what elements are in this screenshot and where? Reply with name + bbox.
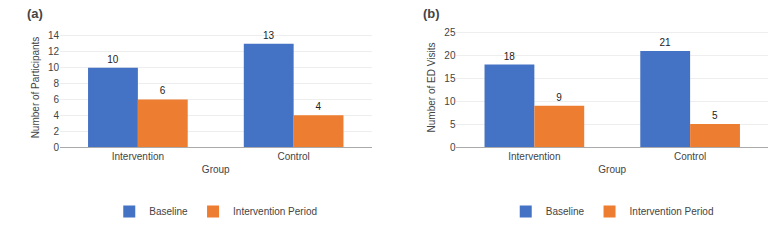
svg-text:21: 21 — [659, 37, 671, 48]
svg-text:15: 15 — [444, 73, 456, 84]
svg-text:4: 4 — [316, 101, 322, 112]
svg-text:(a): (a) — [27, 6, 43, 21]
svg-text:5: 5 — [450, 119, 456, 130]
svg-text:10: 10 — [444, 96, 456, 107]
svg-text:8: 8 — [53, 78, 59, 89]
svg-text:Baseline: Baseline — [149, 206, 188, 217]
svg-text:6: 6 — [53, 94, 59, 105]
svg-text:13: 13 — [263, 30, 275, 41]
svg-text:18: 18 — [504, 51, 516, 62]
svg-text:Control: Control — [674, 151, 706, 162]
svg-text:10: 10 — [107, 54, 119, 65]
svg-text:20: 20 — [444, 50, 456, 61]
svg-text:Intervention: Intervention — [508, 151, 560, 162]
svg-text:25: 25 — [444, 27, 456, 38]
svg-text:Group: Group — [598, 164, 626, 175]
svg-text:9: 9 — [556, 92, 562, 103]
svg-text:Baseline: Baseline — [546, 206, 585, 217]
svg-text:Control: Control — [278, 151, 310, 162]
svg-text:0: 0 — [450, 142, 456, 153]
svg-text:14: 14 — [48, 30, 60, 41]
svg-text:Intervention Period: Intervention Period — [630, 206, 714, 217]
svg-text:Intervention Period: Intervention Period — [233, 206, 317, 217]
svg-text:12: 12 — [48, 46, 60, 57]
svg-text:Number of ED Visits: Number of ED Visits — [426, 43, 437, 133]
svg-text:4: 4 — [53, 110, 59, 121]
svg-text:Intervention: Intervention — [112, 151, 164, 162]
svg-text:Number of Participants: Number of Participants — [30, 37, 41, 139]
svg-text:(b): (b) — [423, 6, 440, 21]
svg-text:6: 6 — [160, 85, 166, 96]
svg-text:0: 0 — [53, 142, 59, 153]
svg-text:5: 5 — [712, 110, 718, 121]
svg-text:2: 2 — [53, 126, 59, 137]
svg-text:10: 10 — [48, 62, 60, 73]
svg-text:Group: Group — [202, 164, 230, 175]
